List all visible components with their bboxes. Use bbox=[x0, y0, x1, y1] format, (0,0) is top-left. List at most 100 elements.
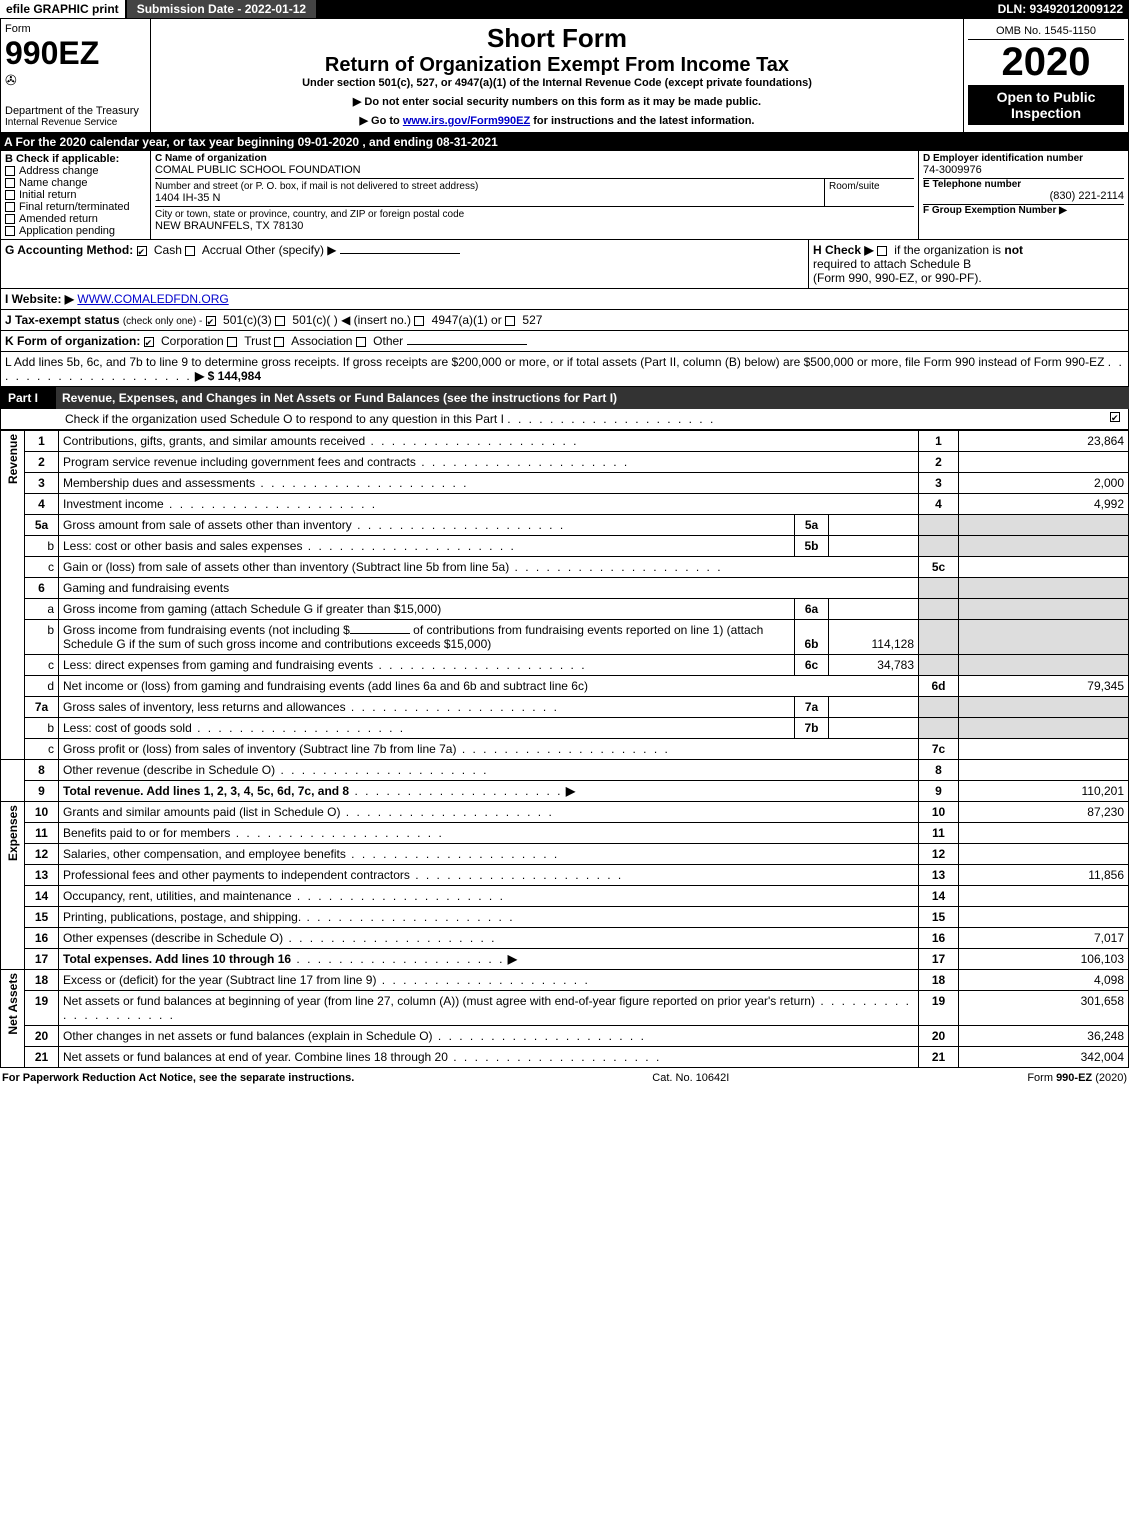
ln-9: 9 bbox=[25, 781, 59, 802]
cb-h[interactable] bbox=[877, 246, 887, 256]
ssn-notice: ▶ Do not enter social security numbers o… bbox=[155, 95, 959, 108]
desc-12: Salaries, other compensation, and employ… bbox=[59, 844, 919, 865]
box-def: D Employer identification number 74-3009… bbox=[918, 151, 1128, 239]
desc-5c: Gain or (loss) from sale of assets other… bbox=[59, 557, 919, 578]
cb-label-4: Amended return bbox=[19, 213, 98, 225]
desc-10: Grants and similar amounts paid (list in… bbox=[59, 802, 919, 823]
col-18: 18 bbox=[919, 970, 959, 991]
amt-17: 106,103 bbox=[959, 949, 1129, 970]
ln-11: 11 bbox=[25, 823, 59, 844]
addr-label: Number and street (or P. O. box, if mail… bbox=[155, 181, 824, 192]
ln-14: 14 bbox=[25, 886, 59, 907]
desc-7a: Gross sales of inventory, less returns a… bbox=[59, 697, 795, 718]
form-number: 990EZ bbox=[5, 35, 146, 72]
dept-treasury: Department of the Treasury bbox=[5, 105, 146, 117]
cb-initial-return[interactable]: Initial return bbox=[5, 189, 146, 201]
col-7b-shade bbox=[919, 718, 959, 739]
cash-label: Cash bbox=[154, 243, 182, 257]
amt-1: 23,864 bbox=[959, 431, 1129, 452]
cb-501c[interactable] bbox=[275, 316, 285, 326]
accrual-label: Accrual bbox=[202, 243, 242, 257]
h-req: required to attach Schedule B bbox=[813, 257, 971, 271]
col-9: 9 bbox=[919, 781, 959, 802]
desc-3: Membership dues and assessments bbox=[59, 473, 919, 494]
cb-label-1: Name change bbox=[19, 177, 88, 189]
j-opt2: 501(c)( ) ◀ (insert no.) bbox=[292, 313, 411, 327]
cb-name-change[interactable]: Name change bbox=[5, 177, 146, 189]
k-assoc: Association bbox=[291, 334, 352, 348]
gh-row: G Accounting Method: Cash Accrual Other … bbox=[0, 240, 1129, 289]
omb-number: OMB No. 1545-1150 bbox=[968, 23, 1124, 40]
address: 1404 IH-35 N bbox=[155, 192, 824, 204]
l-text: L Add lines 5b, 6c, and 7b to line 9 to … bbox=[5, 355, 1104, 369]
iv-5a bbox=[829, 515, 919, 536]
d-label: D Employer identification number bbox=[923, 153, 1124, 164]
col-17: 17 bbox=[919, 949, 959, 970]
ln-6c: c bbox=[25, 655, 59, 676]
desc-13: Professional fees and other payments to … bbox=[59, 865, 919, 886]
website-link[interactable]: WWW.COMALEDFDN.ORG bbox=[77, 292, 228, 306]
box-j: J Tax-exempt status (check only one) - 5… bbox=[0, 310, 1129, 331]
j-opt4: 527 bbox=[522, 313, 542, 327]
desc-5a: Gross amount from sale of assets other t… bbox=[59, 515, 795, 536]
goto-notice: ▶ Go to www.irs.gov/Form990EZ for instru… bbox=[155, 114, 959, 127]
ln-7a: 7a bbox=[25, 697, 59, 718]
part1-label: Part I bbox=[0, 387, 56, 409]
col-19: 19 bbox=[919, 991, 959, 1026]
cb-527[interactable] bbox=[505, 316, 515, 326]
ln-12: 12 bbox=[25, 844, 59, 865]
ln-13: 13 bbox=[25, 865, 59, 886]
box-g: G Accounting Method: Cash Accrual Other … bbox=[1, 240, 808, 288]
desc-1: Contributions, gifts, grants, and simila… bbox=[59, 431, 919, 452]
desc-15: Printing, publications, postage, and shi… bbox=[59, 907, 919, 928]
org-info-block: B Check if applicable: Address change Na… bbox=[0, 151, 1129, 240]
amt-11 bbox=[959, 823, 1129, 844]
irs-link[interactable]: www.irs.gov/Form990EZ bbox=[403, 115, 530, 127]
desc-18: Excess or (deficit) for the year (Subtra… bbox=[59, 970, 919, 991]
city-label: City or town, state or province, country… bbox=[155, 209, 914, 220]
cb-4947[interactable] bbox=[414, 316, 424, 326]
cb-cash[interactable] bbox=[137, 246, 147, 256]
ln-20: 20 bbox=[25, 1026, 59, 1047]
cb-assoc[interactable] bbox=[274, 337, 284, 347]
cb-501c3[interactable] bbox=[206, 316, 216, 326]
amt-2 bbox=[959, 452, 1129, 473]
desc-16: Other expenses (describe in Schedule O) bbox=[59, 928, 919, 949]
col-3: 3 bbox=[919, 473, 959, 494]
il-7b: 7b bbox=[795, 718, 829, 739]
page-footer: For Paperwork Reduction Act Notice, see … bbox=[0, 1068, 1129, 1088]
amt-18: 4,098 bbox=[959, 970, 1129, 991]
room-label: Room/suite bbox=[829, 181, 910, 192]
col-8: 8 bbox=[919, 760, 959, 781]
cb-final-return[interactable]: Final return/terminated bbox=[5, 201, 146, 213]
cb-address-change[interactable]: Address change bbox=[5, 165, 146, 177]
k-corp: Corporation bbox=[161, 334, 224, 348]
part1-title: Revenue, Expenses, and Changes in Net As… bbox=[56, 387, 1129, 409]
cb-pending[interactable]: Application pending bbox=[5, 225, 146, 237]
part1-check: Check if the organization used Schedule … bbox=[0, 409, 1129, 430]
k-other: Other bbox=[373, 334, 403, 348]
form-label: Form bbox=[5, 23, 146, 35]
ln-6a: a bbox=[25, 599, 59, 620]
box-h: H Check ▶ if the organization is not req… bbox=[808, 240, 1128, 288]
desc-6d: Net income or (loss) from gaming and fun… bbox=[59, 676, 919, 697]
cb-other[interactable] bbox=[356, 337, 366, 347]
period-bar: A For the 2020 calendar year, or tax yea… bbox=[0, 133, 1129, 151]
col-1: 1 bbox=[919, 431, 959, 452]
cb-accrual[interactable] bbox=[185, 246, 195, 256]
amt-6b-shade bbox=[959, 620, 1129, 655]
ln-21: 21 bbox=[25, 1047, 59, 1068]
il-6b: 6b bbox=[795, 620, 829, 655]
cb-schedule-o[interactable] bbox=[1110, 412, 1120, 422]
l-amount: ▶ $ 144,984 bbox=[195, 369, 261, 383]
cb-label-0: Address change bbox=[19, 165, 99, 177]
cb-amended[interactable]: Amended return bbox=[5, 213, 146, 225]
cb-corp[interactable] bbox=[144, 337, 154, 347]
col-16: 16 bbox=[919, 928, 959, 949]
efile-label[interactable]: efile GRAPHIC print bbox=[0, 0, 125, 18]
il-6c: 6c bbox=[795, 655, 829, 676]
cb-trust[interactable] bbox=[227, 337, 237, 347]
return-title: Return of Organization Exempt From Incom… bbox=[155, 54, 959, 77]
part1-table: Revenue 1 Contributions, gifts, grants, … bbox=[0, 430, 1129, 1068]
desc-2: Program service revenue including govern… bbox=[59, 452, 919, 473]
